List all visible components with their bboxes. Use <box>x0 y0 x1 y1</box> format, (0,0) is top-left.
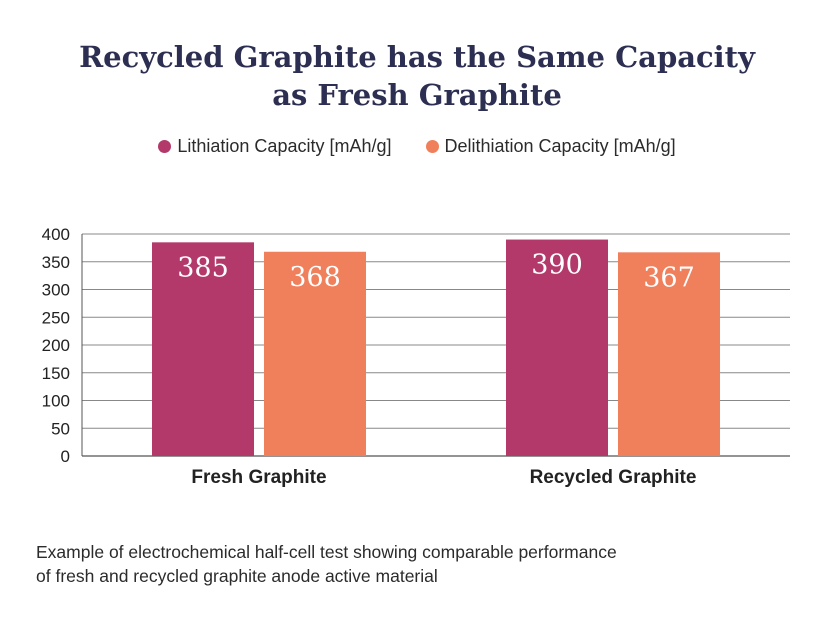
y-tick-label: 50 <box>51 419 70 438</box>
caption-line-2: of fresh and recycled graphite anode act… <box>36 566 438 586</box>
legend-swatch-lithiation <box>158 140 172 153</box>
data-label: 368 <box>289 262 341 293</box>
legend-label-delithiation: Delithiation Capacity [mAh/g] <box>444 136 676 156</box>
chart-title-line-2: as Fresh Graphite <box>272 78 562 112</box>
legend-swatch-delithiation <box>425 140 439 153</box>
caption: Example of electrochemical half-cell tes… <box>36 540 806 588</box>
chart-title: Recycled Graphite has the Same Capacity … <box>0 38 834 114</box>
legend-item-delithiation: Delithiation Capacity [mAh/g] <box>425 136 676 157</box>
data-label: 367 <box>643 262 695 293</box>
y-tick-label: 250 <box>42 308 70 327</box>
y-tick-label: 350 <box>42 253 70 272</box>
y-tick-label: 400 <box>42 225 70 244</box>
y-tick-label: 0 <box>61 447 70 466</box>
x-category-label: Fresh Graphite <box>191 467 326 488</box>
bar <box>264 251 366 456</box>
y-tick-label: 300 <box>42 281 70 300</box>
legend-item-lithiation: Lithiation Capacity [mAh/g] <box>158 136 392 157</box>
caption-line-1: Example of electrochemical half-cell tes… <box>36 542 617 562</box>
data-label: 385 <box>177 252 229 283</box>
bar <box>618 252 720 456</box>
data-label: 390 <box>531 250 583 281</box>
legend: Lithiation Capacity [mAh/g] Delithiation… <box>0 136 834 157</box>
y-tick-label: 100 <box>42 392 70 411</box>
legend-label-lithiation: Lithiation Capacity [mAh/g] <box>177 136 392 156</box>
bar <box>506 239 608 456</box>
x-category-label: Recycled Graphite <box>530 467 697 488</box>
y-tick-label: 150 <box>42 364 70 383</box>
chart-title-line-1: Recycled Graphite has the Same Capacity <box>79 40 755 74</box>
y-tick-label: 200 <box>42 336 70 355</box>
bar <box>152 242 254 456</box>
